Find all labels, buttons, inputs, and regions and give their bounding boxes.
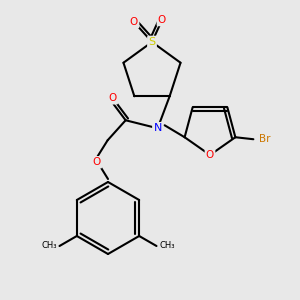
Text: S: S bbox=[148, 37, 156, 47]
Text: N: N bbox=[153, 123, 162, 133]
Text: O: O bbox=[109, 93, 117, 103]
Text: Br: Br bbox=[259, 134, 270, 144]
Text: O: O bbox=[130, 17, 138, 27]
Text: CH₃: CH₃ bbox=[41, 242, 56, 250]
Text: CH₃: CH₃ bbox=[160, 242, 175, 250]
Text: O: O bbox=[206, 150, 214, 160]
Text: O: O bbox=[92, 157, 101, 167]
Text: O: O bbox=[158, 15, 166, 25]
